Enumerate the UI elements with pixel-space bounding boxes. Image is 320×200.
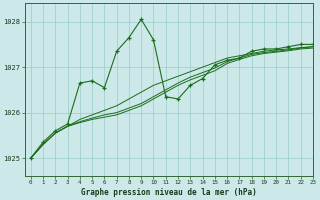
X-axis label: Graphe pression niveau de la mer (hPa): Graphe pression niveau de la mer (hPa) xyxy=(81,188,257,197)
